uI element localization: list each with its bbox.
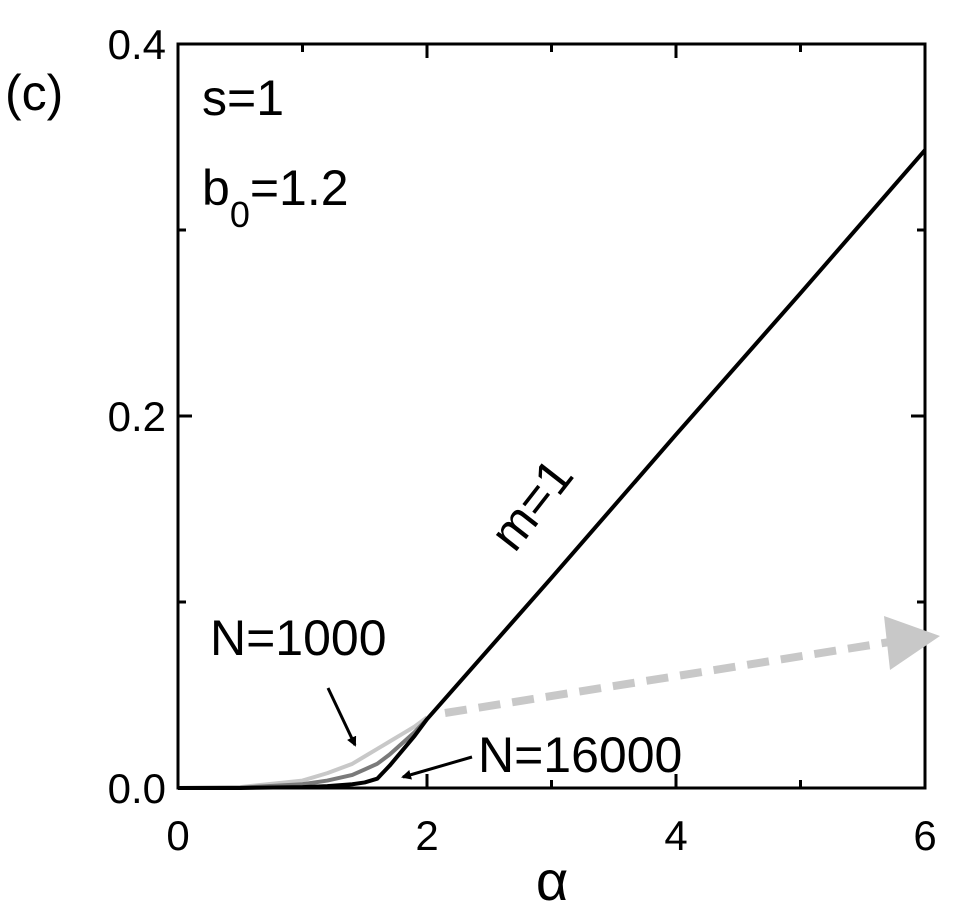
data-line (177, 715, 429, 790)
curve-label: m=1 (479, 448, 584, 560)
annotation-sub: 0 (230, 194, 250, 235)
annotation: N=1000 (210, 610, 387, 666)
x-tick-label: 6 (913, 812, 936, 859)
pointer-arrow (326, 687, 357, 747)
x-tick-label: 2 (415, 812, 438, 859)
annotation-part: =1.2 (250, 160, 349, 216)
panel-label: (c) (5, 65, 63, 121)
y-tick-label: 0.0 (108, 765, 166, 812)
x-tick-label: 4 (664, 812, 687, 859)
annotation-part: b (202, 160, 230, 216)
pointer-arrow (401, 755, 473, 780)
annotation: N=16000 (478, 727, 682, 783)
y-tick-label: 0.4 (108, 21, 166, 68)
trend-arrow (444, 638, 891, 717)
annotation: s=1 (202, 70, 284, 126)
annotation: b0=1.2 (202, 160, 349, 235)
data-line (177, 717, 429, 790)
data-line (178, 148, 927, 790)
x-tick-label: 0 (166, 812, 189, 859)
x-axis-label: α (536, 849, 568, 909)
y-tick-label: 0.2 (108, 393, 166, 440)
plot-frame (176, 42, 927, 790)
trend-arrow-head (884, 616, 940, 670)
